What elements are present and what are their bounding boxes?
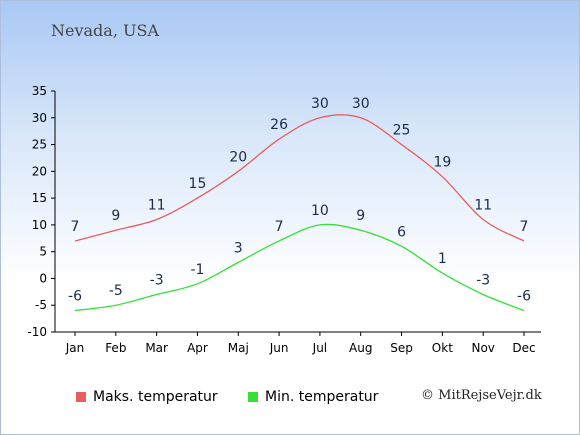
x-tick-label: Dec [512, 341, 535, 355]
data-label: 10 [311, 203, 329, 219]
x-tick-label: Mar [145, 341, 168, 355]
min-temperature-line [74, 223, 525, 312]
data-label: -1 [190, 262, 204, 278]
data-label: -3 [476, 273, 490, 289]
data-label: 26 [270, 117, 288, 133]
data-label: 11 [148, 198, 166, 214]
y-tick-label: 35 [32, 84, 47, 98]
location-title: Nevada, USA [51, 21, 159, 40]
data-label: 9 [111, 208, 120, 224]
data-label: 15 [189, 176, 207, 192]
data-label: 6 [397, 224, 406, 240]
legend-max-swatch [76, 392, 86, 402]
data-label: 30 [352, 96, 370, 112]
x-tick-label: Sep [390, 341, 413, 355]
x-tick-label: Maj [228, 341, 249, 355]
x-tick-label: Okt [432, 341, 453, 355]
y-tick-label: 25 [32, 138, 47, 152]
y-tick-label: 30 [32, 111, 47, 125]
data-label: 9 [356, 208, 365, 224]
data-label: -5 [109, 283, 123, 299]
data-label: 7 [71, 219, 80, 235]
legend-min: Min. temperatur [248, 389, 378, 405]
y-tick-label: 15 [32, 191, 47, 205]
y-tick-label: 20 [32, 164, 47, 178]
y-tick-label: -5 [35, 298, 47, 312]
data-label: 7 [520, 219, 529, 235]
y-tick-label: 10 [32, 218, 47, 232]
max-temperature-line [74, 114, 525, 242]
data-label: 30 [311, 96, 329, 112]
x-tick-label: Jan [65, 341, 85, 355]
y-tick-label: 0 [39, 271, 47, 285]
legend-max-label: Maks. temperatur [93, 389, 218, 405]
data-label: -6 [517, 289, 531, 305]
legend-min-label: Min. temperatur [265, 389, 379, 405]
data-label: -3 [150, 273, 164, 289]
data-label: 7 [275, 219, 284, 235]
y-tick-label: -10 [27, 325, 47, 339]
x-tick-label: Jul [312, 341, 327, 355]
data-label: -6 [68, 289, 82, 305]
x-tick-label: Feb [105, 341, 126, 355]
x-tick-label: Jun [269, 341, 289, 355]
x-tick-label: Nov [471, 341, 494, 355]
credit: © MitRejseVejr.dk [421, 388, 542, 403]
legend-max: Maks. temperatur [76, 389, 218, 405]
data-label: 3 [234, 240, 243, 256]
data-label: 19 [433, 155, 451, 171]
data-label: 20 [229, 149, 247, 165]
x-tick-label: Apr [187, 341, 208, 355]
data-label: 25 [393, 123, 411, 139]
data-label: 1 [438, 251, 447, 267]
data-label: 11 [474, 198, 492, 214]
legend-min-swatch [248, 392, 258, 402]
x-tick-label: Aug [349, 341, 372, 355]
y-tick-label: 5 [39, 245, 47, 259]
